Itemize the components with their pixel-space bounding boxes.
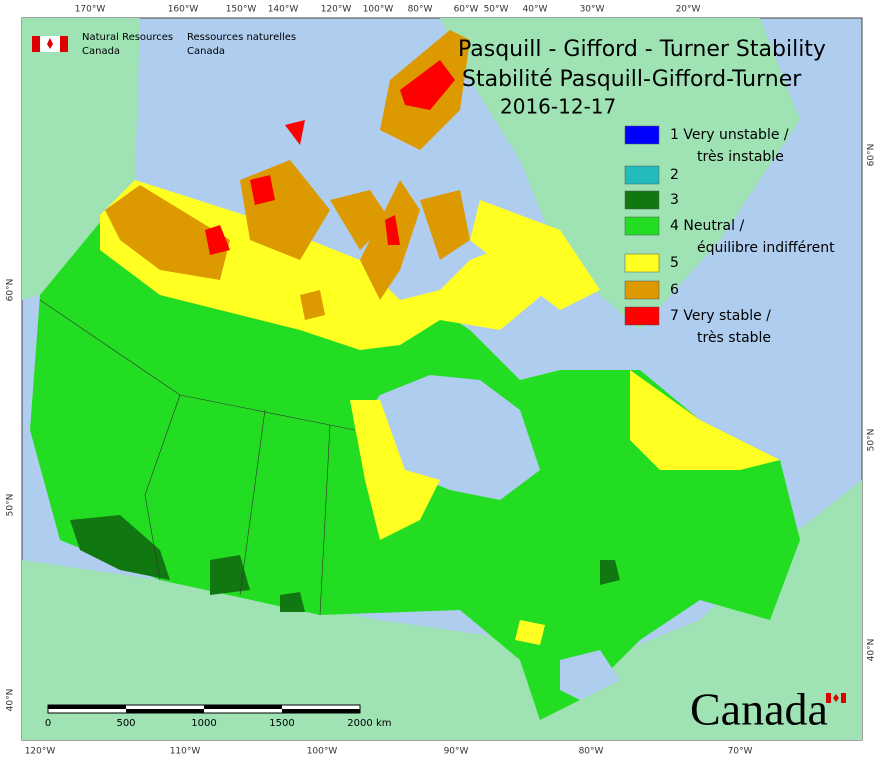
legend-label: équilibre indifférent: [697, 240, 835, 256]
graticule-label: 160°W: [168, 5, 199, 15]
legend-label: 3: [670, 192, 679, 208]
graticule-label: 80°W: [579, 747, 604, 757]
graticule-label: 120°W: [321, 5, 352, 15]
graticule-label: 50°N: [6, 494, 16, 517]
scale-unit: km: [376, 718, 392, 729]
agency-en: Natural Resources: [82, 32, 173, 43]
zone-5: [350, 400, 440, 540]
province-border: [144, 394, 181, 581]
flag-bar: [826, 693, 831, 703]
zone-7: [400, 60, 455, 110]
graticule-label: 50°W: [484, 5, 509, 15]
zone-5: [470, 200, 600, 310]
graticule-label: 100°W: [363, 5, 394, 15]
legend-swatch: [624, 125, 660, 145]
agency-block: [32, 36, 68, 52]
greenland-land: [440, 18, 800, 330]
usa-land: [22, 480, 862, 740]
scale-label: 1000: [191, 718, 216, 729]
scale-label: 0: [45, 718, 51, 729]
graticule-label: 60°N: [6, 279, 16, 302]
legend-swatch: [624, 253, 660, 273]
great-lakes: [560, 650, 620, 700]
legend-label: 7 Very stable /: [670, 308, 771, 324]
graticule-label: 170°W: [75, 5, 106, 15]
graticule-label: 140°W: [268, 5, 299, 15]
graticule-label: 100°W: [307, 747, 338, 757]
zone-6: [420, 190, 470, 260]
alaska-land: [22, 18, 140, 300]
graticule-label: 30°W: [580, 5, 605, 15]
flag-leaf: [47, 38, 53, 49]
graticule-label: 60°W: [454, 5, 479, 15]
zone-5: [630, 370, 780, 470]
legend-swatch: [624, 165, 660, 185]
scale-segment: [204, 705, 282, 709]
legend-label: 2: [670, 167, 679, 183]
wordmark-flag: [826, 693, 846, 703]
legend-label: 1 Very unstable /: [670, 127, 789, 143]
scale-label: 2000: [347, 718, 372, 729]
legend-label: 6: [670, 282, 679, 298]
title-en: Pasquill - Gifford - Turner Stability: [458, 37, 826, 62]
graticule-label: 110°W: [170, 747, 201, 757]
scale-segment: [48, 705, 126, 709]
graticule-label: 70°W: [728, 747, 753, 757]
legend-swatch: [624, 280, 660, 300]
flag-bar: [32, 36, 40, 52]
scale-label: 500: [116, 718, 135, 729]
zone-3: [600, 560, 620, 585]
graticule-label: 40°W: [523, 5, 548, 15]
agency-fr: Ressources naturelles: [187, 32, 296, 43]
zone-3: [70, 515, 170, 580]
graticule-label: 20°W: [676, 5, 701, 15]
scale-segment: [126, 709, 204, 713]
zone-7: [285, 120, 305, 145]
legend-label: très stable: [697, 330, 771, 346]
zone-7: [250, 175, 275, 205]
province-border: [319, 424, 331, 616]
agency-fr: Canada: [187, 46, 225, 57]
graticule-label: 90°W: [444, 747, 469, 757]
legend-swatch: [624, 216, 660, 236]
zone-7: [385, 215, 400, 245]
province-border: [39, 299, 356, 431]
zone-3: [280, 592, 305, 612]
scale-label: 1500: [269, 718, 294, 729]
zone-7: [205, 225, 230, 255]
zone-6: [105, 185, 230, 280]
zone-5: [515, 620, 545, 645]
graticule-label: 80°W: [408, 5, 433, 15]
flag-bar: [60, 36, 68, 52]
flag-leaf: [833, 694, 839, 702]
agency-en: Canada: [82, 46, 120, 57]
legend-label: 4 Neutral /: [670, 218, 744, 234]
flag-bar: [841, 693, 846, 703]
wordmark: Canada: [690, 684, 828, 735]
legend-label: 5: [670, 255, 679, 271]
zone-5: [100, 180, 560, 350]
zone-6: [300, 290, 325, 320]
scale-segment: [282, 709, 360, 713]
graticule-label: 150°W: [226, 5, 257, 15]
graticule-label: 40°N: [867, 639, 877, 662]
graticule-label: 60°N: [867, 144, 877, 167]
legend-label: très instable: [697, 149, 784, 165]
title-fr: Stabilité Pasquill-Gifford-Turner: [462, 67, 802, 92]
legend-swatch: [624, 306, 660, 326]
graticule-label: 120°W: [25, 747, 56, 757]
graticule-label: 40°N: [6, 689, 16, 712]
map-date: 2016-12-17: [500, 95, 616, 119]
zone-3: [210, 555, 250, 595]
legend-swatch: [624, 190, 660, 210]
province-border: [239, 409, 266, 596]
borders: [39, 299, 356, 616]
graticule-label: 50°N: [867, 429, 877, 452]
